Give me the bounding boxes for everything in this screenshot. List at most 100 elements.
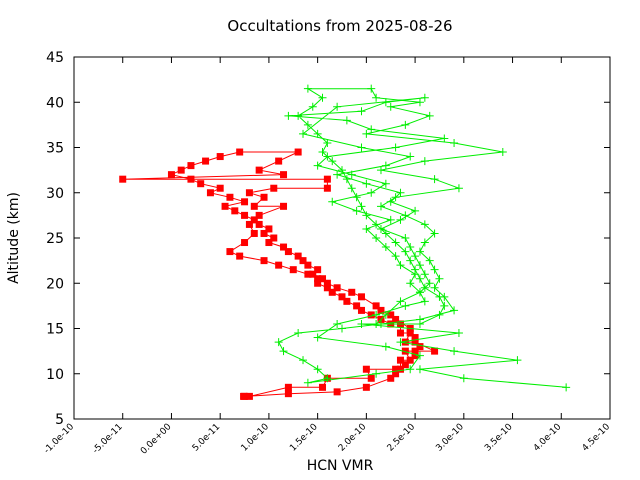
data-point	[406, 243, 415, 252]
data-point	[314, 279, 322, 287]
data-point	[333, 284, 341, 292]
data-point	[313, 365, 322, 374]
y-tick-label: 25	[46, 231, 64, 247]
data-point	[396, 261, 405, 270]
data-point	[265, 225, 273, 233]
data-point	[372, 220, 381, 229]
data-point	[226, 193, 234, 201]
data-point	[323, 284, 331, 292]
data-point	[338, 166, 346, 175]
data-point	[328, 157, 337, 166]
data-point	[202, 157, 210, 165]
data-point	[396, 188, 405, 197]
data-point	[367, 84, 376, 93]
data-point	[411, 338, 419, 346]
data-point	[411, 252, 420, 261]
data-point	[381, 98, 390, 107]
data-point	[357, 319, 366, 328]
data-point	[430, 229, 439, 238]
data-point	[241, 198, 249, 206]
data-point	[314, 266, 322, 274]
y-tick-label: 40	[46, 95, 64, 111]
data-point	[381, 310, 390, 319]
data-point	[411, 352, 419, 360]
data-point	[318, 93, 327, 102]
data-point	[454, 184, 463, 193]
data-point	[420, 157, 429, 166]
y-tick-label: 35	[46, 141, 64, 157]
data-point	[260, 193, 268, 201]
data-point	[372, 319, 381, 328]
data-point	[367, 125, 376, 134]
data-point	[420, 297, 429, 306]
y-tick-label: 30	[46, 186, 64, 202]
data-point	[260, 229, 268, 237]
data-point	[454, 329, 463, 338]
data-point	[415, 315, 424, 324]
data-point	[396, 338, 405, 347]
data-point	[440, 301, 449, 310]
data-point	[377, 306, 385, 314]
data-point	[416, 343, 424, 351]
data-point	[348, 288, 356, 296]
data-point	[284, 390, 292, 398]
y-axis-label: Altitude (km)	[6, 192, 22, 284]
data-point	[260, 257, 268, 265]
data-point	[406, 356, 414, 364]
data-point	[381, 243, 390, 252]
x-tick-label: 5.0e-11	[191, 422, 223, 454]
data-point	[372, 310, 381, 319]
data-point	[294, 111, 303, 120]
data-point	[274, 338, 283, 347]
data-point	[381, 342, 390, 351]
data-point	[347, 184, 356, 193]
data-point	[425, 279, 434, 288]
y-tick-label: 15	[46, 322, 64, 338]
data-point	[406, 152, 415, 161]
data-point	[245, 392, 253, 400]
data-point	[342, 116, 351, 125]
data-point	[255, 220, 263, 228]
series-group	[119, 84, 571, 400]
data-point	[372, 302, 380, 310]
data-point	[387, 374, 395, 382]
data-point	[343, 297, 351, 305]
data-point	[304, 270, 312, 278]
data-point	[231, 207, 239, 215]
data-point	[323, 279, 331, 287]
data-point	[406, 256, 415, 265]
data-point	[392, 315, 400, 323]
x-tick-label: 3.5e-10	[483, 422, 515, 454]
data-point	[270, 234, 278, 242]
data-point	[216, 153, 224, 161]
x-tick-label: 0.0e+00	[139, 422, 174, 457]
data-point	[401, 301, 410, 310]
data-point	[459, 374, 468, 383]
data-point	[406, 279, 415, 288]
data-point	[415, 98, 424, 107]
data-point	[401, 234, 410, 242]
data-point	[167, 171, 175, 179]
data-point	[119, 175, 127, 183]
data-point	[372, 234, 381, 242]
data-point	[241, 239, 249, 247]
data-point	[376, 224, 385, 233]
data-point	[313, 129, 322, 138]
data-point	[401, 247, 410, 256]
data-point	[299, 257, 307, 265]
data-point	[323, 374, 332, 383]
data-point	[406, 329, 414, 337]
data-point	[352, 193, 361, 202]
chart-title: Occultations from 2025-08-26	[227, 17, 452, 35]
data-point	[381, 179, 390, 188]
data-point	[386, 102, 395, 111]
data-point	[391, 193, 400, 202]
data-point	[206, 189, 214, 197]
data-point	[280, 202, 288, 210]
data-point	[309, 270, 317, 278]
x-tick-label: 1.5e-10	[288, 422, 320, 454]
data-point	[226, 248, 234, 256]
data-point	[415, 288, 424, 297]
data-point	[381, 229, 390, 238]
